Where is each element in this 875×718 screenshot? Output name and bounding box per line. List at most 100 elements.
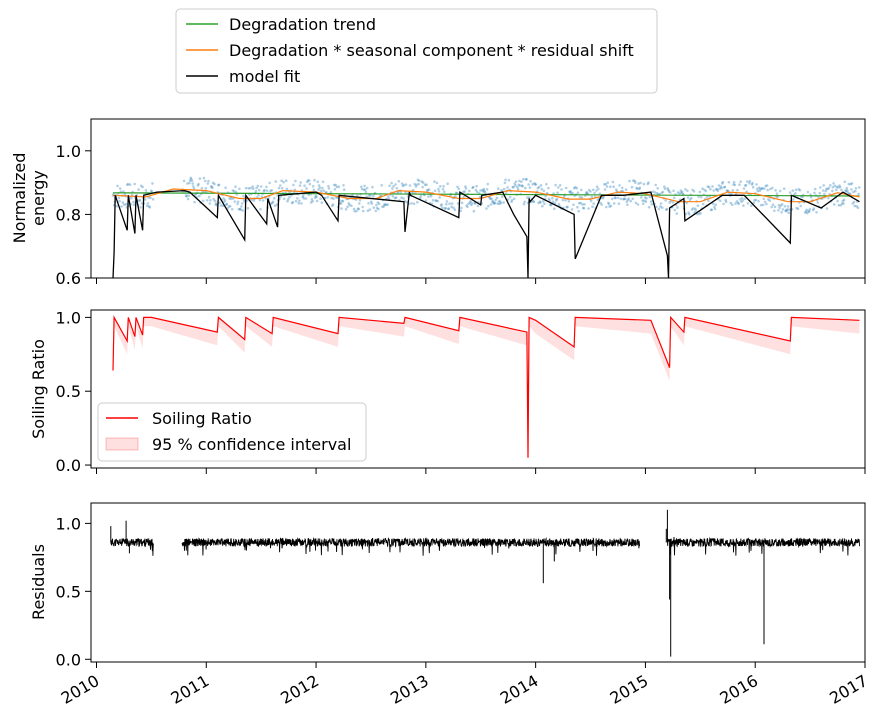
data-point: [483, 191, 487, 194]
data-point: [734, 202, 737, 205]
data-point: [306, 180, 309, 184]
data-point: [386, 203, 389, 206]
data-point: [436, 199, 440, 203]
data-point: [554, 183, 557, 187]
data-point: [578, 195, 582, 199]
ytick-label: 1.0: [56, 308, 81, 327]
data-point: [739, 180, 742, 183]
data-point: [316, 180, 320, 184]
data-point: [485, 188, 489, 191]
data-point: [850, 188, 853, 191]
data-point: [460, 206, 463, 210]
ytick-label: 0.5: [56, 382, 81, 401]
data-point: [415, 183, 418, 187]
data-point: [763, 200, 767, 204]
data-point: [308, 182, 312, 186]
data-point: [269, 189, 272, 193]
data-point: [549, 203, 552, 207]
data-point: [663, 185, 666, 188]
data-point: [583, 203, 586, 206]
data-point: [705, 195, 709, 199]
data-point: [218, 201, 221, 205]
data-point: [418, 179, 421, 183]
data-point: [672, 196, 676, 200]
data-point: [668, 191, 672, 194]
data-point: [317, 184, 321, 187]
data-point: [117, 196, 121, 200]
data-point: [454, 194, 457, 198]
data-point: [499, 201, 503, 205]
data-point: [429, 194, 433, 198]
data-point: [711, 185, 714, 188]
data-point: [636, 203, 640, 206]
data-point: [145, 204, 149, 208]
data-point: [460, 201, 464, 205]
data-point: [712, 189, 715, 192]
data-point: [660, 191, 663, 195]
data-point: [214, 203, 217, 206]
data-point: [275, 203, 279, 206]
data-point: [126, 182, 130, 186]
data-point: [475, 190, 479, 194]
data-point: [663, 187, 667, 191]
data-point: [228, 205, 232, 208]
data-point: [522, 177, 525, 181]
data-point: [189, 176, 192, 180]
data-point: [832, 182, 835, 185]
data-point: [725, 189, 729, 192]
data-point: [782, 187, 786, 190]
data-point: [831, 189, 834, 193]
data-point: [730, 203, 734, 207]
data-point: [271, 201, 274, 205]
data-point: [745, 190, 748, 193]
data-point: [240, 202, 244, 205]
data-point: [697, 212, 701, 216]
data-point: [417, 182, 420, 186]
data-point: [320, 201, 324, 204]
data-point: [425, 183, 428, 186]
data-point: [643, 199, 646, 202]
data-point: [796, 207, 800, 210]
data-point: [813, 187, 817, 191]
data-point: [547, 186, 550, 190]
data-point: [294, 199, 298, 203]
data-point: [474, 188, 478, 192]
data-point: [308, 179, 311, 182]
data-point: [151, 182, 154, 185]
data-point: [597, 187, 600, 191]
data-point: [348, 203, 351, 207]
data-point: [732, 180, 736, 184]
data-point: [130, 197, 133, 200]
data-point: [624, 188, 628, 191]
data-point: [421, 181, 425, 184]
data-point: [607, 201, 610, 205]
data-point: [387, 197, 391, 200]
data-point: [842, 202, 845, 205]
data-point: [151, 198, 155, 201]
data-point: [282, 197, 286, 201]
data-point: [592, 202, 596, 205]
data-point: [651, 190, 655, 193]
data-point: [565, 205, 569, 209]
data-point: [564, 199, 567, 202]
data-point: [352, 207, 356, 211]
data-point: [124, 202, 128, 206]
yticks-normalized-energy: 0.6 0.8 1.0: [56, 142, 91, 288]
data-point: [545, 182, 548, 186]
data-point: [311, 185, 315, 188]
data-point: [367, 202, 370, 205]
data-point: [138, 199, 141, 202]
data-point: [261, 199, 265, 202]
data-point: [729, 201, 733, 205]
data-point: [478, 195, 482, 199]
data-point: [541, 200, 545, 203]
residuals-segment-3: [666, 536, 860, 556]
data-point: [491, 200, 494, 203]
data-point: [388, 184, 391, 187]
data-point: [285, 187, 289, 191]
ytick-label: 0.0: [56, 650, 81, 669]
data-point: [331, 204, 334, 208]
data-point: [808, 207, 812, 211]
data-point: [544, 194, 547, 198]
data-point: [701, 187, 704, 190]
